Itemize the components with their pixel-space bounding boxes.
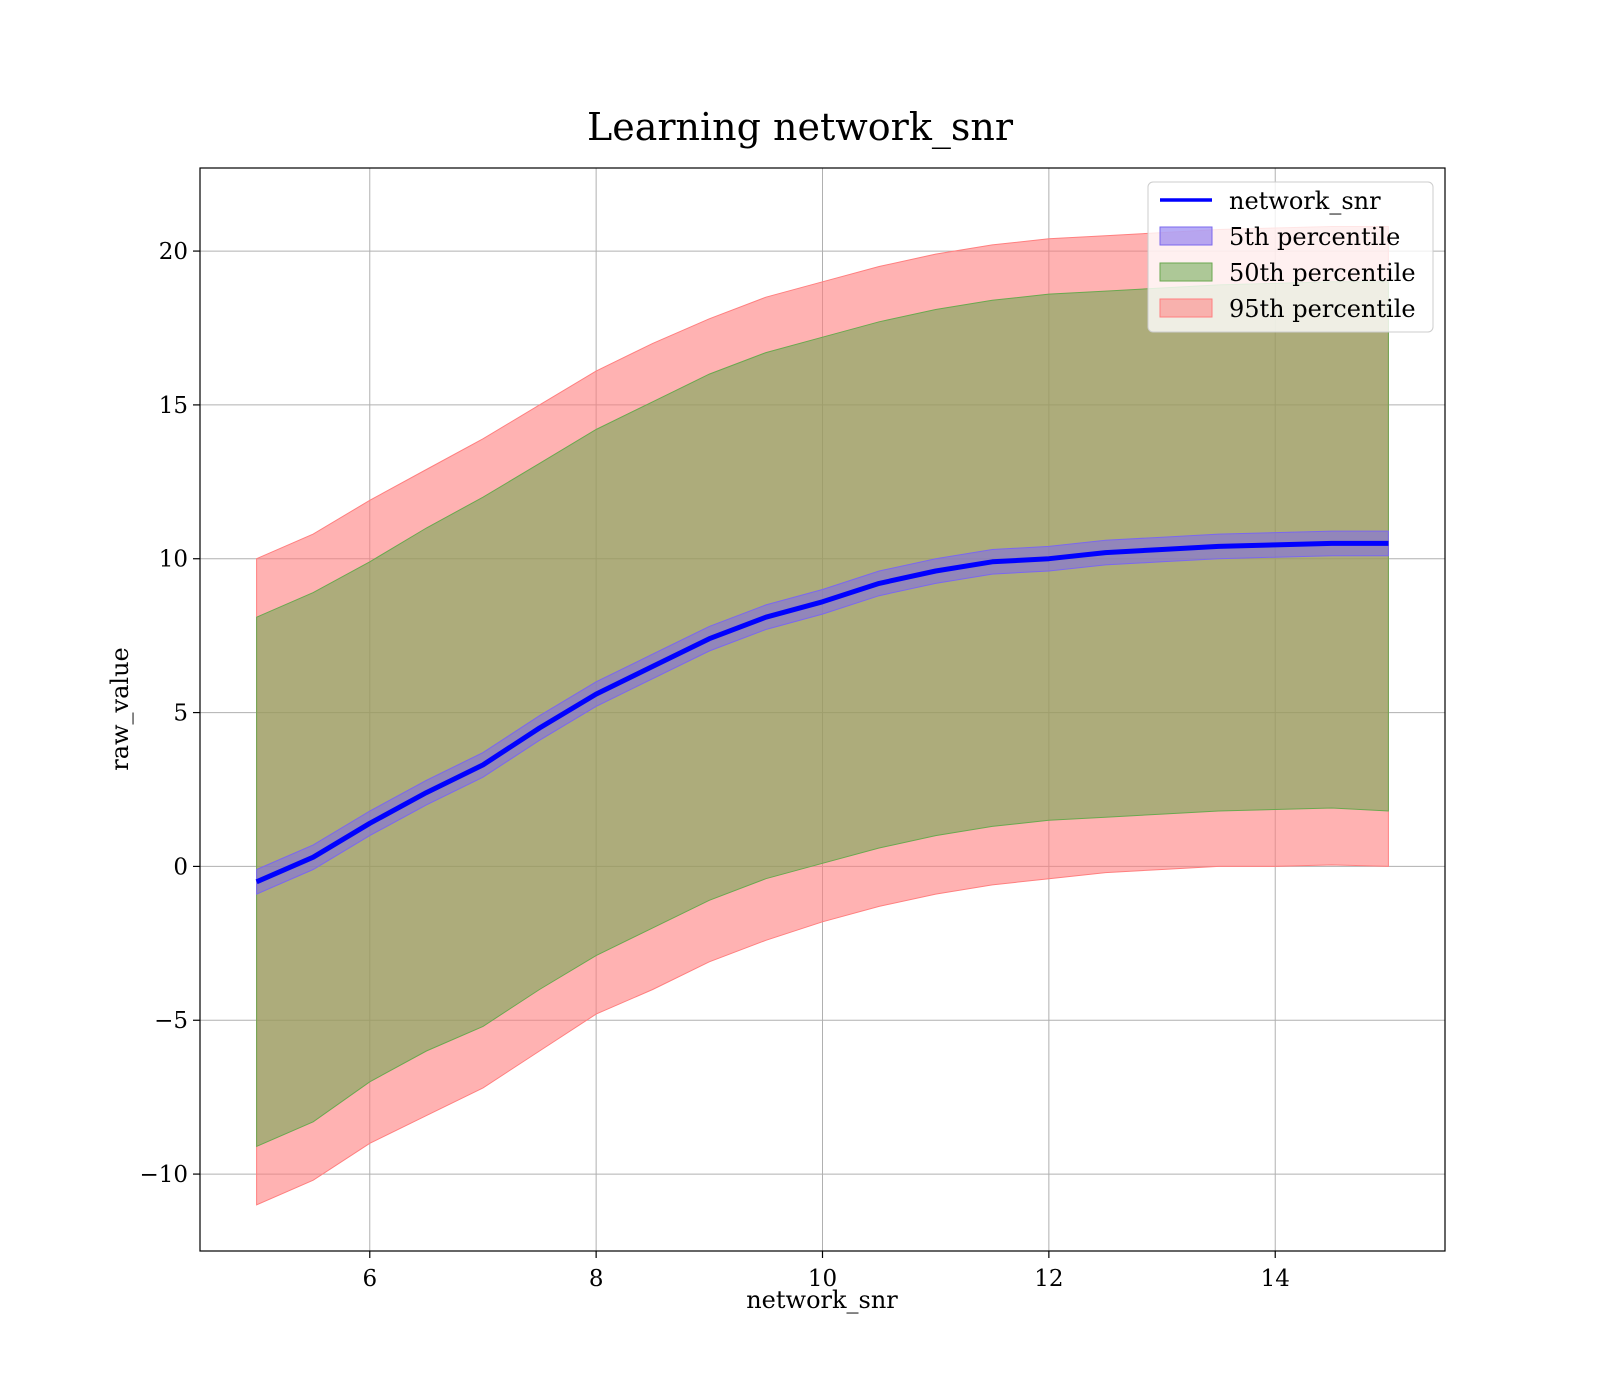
legend-label-50th: 50th percentile <box>1229 259 1416 287</box>
y-tick-label: −5 <box>154 1008 188 1034</box>
x-axis-ticks: 6 8 10 12 14 <box>362 1251 1290 1292</box>
band-50th-percentile <box>256 281 1389 1148</box>
legend-label-5th: 5th percentile <box>1229 223 1400 251</box>
y-tick-label: 15 <box>159 393 188 419</box>
legend-swatch-5th <box>1159 226 1213 246</box>
legend-label-line: network_snr <box>1229 187 1381 215</box>
x-tick-label: 8 <box>589 1266 604 1292</box>
x-axis-label: network_snr <box>746 1286 898 1314</box>
x-tick-label: 12 <box>1034 1266 1063 1292</box>
line-layer <box>255 540 1389 885</box>
y-tick-label: 20 <box>159 239 188 265</box>
y-axis-label: raw_value <box>106 647 134 771</box>
chart-title: Learning network_snr <box>587 105 1014 150</box>
series-line-network-snr <box>255 540 1389 885</box>
legend-swatch-95th <box>1159 298 1213 318</box>
legend-label-95th: 95th percentile <box>1229 295 1416 323</box>
x-tick-label: 10 <box>808 1266 837 1292</box>
legend: network_snr 5th percentile 50th percenti… <box>1147 181 1434 333</box>
legend-box <box>1147 181 1434 333</box>
x-tick-label: 6 <box>362 1266 377 1292</box>
y-axis-ticks: −10 −5 0 5 10 15 20 <box>139 239 200 1188</box>
y-tick-label: 5 <box>173 701 188 727</box>
x-tick-label: 14 <box>1261 1266 1290 1292</box>
y-tick-label: 10 <box>159 547 188 573</box>
y-tick-label: −10 <box>139 1162 188 1188</box>
y-tick-label: 0 <box>173 854 188 880</box>
legend-swatch-50th <box>1159 262 1213 282</box>
